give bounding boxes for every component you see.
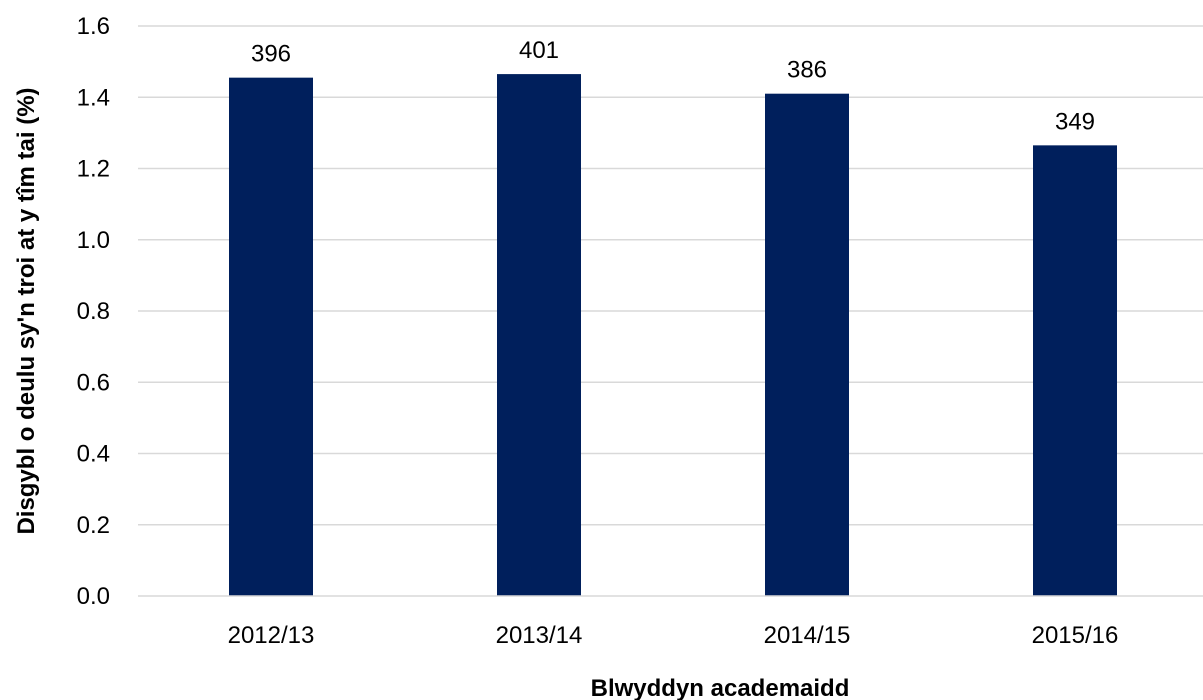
x-tick-label: 2015/16 — [1032, 622, 1119, 649]
y-tick-label: 1.6 — [77, 13, 110, 40]
y-axis-title: Disgybl o deulu sy'n troi at y tîm tai (… — [13, 87, 40, 534]
bars — [229, 74, 1117, 596]
bar-2014-15 — [765, 93, 849, 596]
y-tick-label: 1.0 — [77, 227, 110, 254]
gridlines — [138, 25, 1203, 526]
y-tick-label: 0.8 — [77, 298, 110, 325]
bar-2015-16 — [1033, 145, 1117, 596]
y-axis-ticks: 0.0 0.2 0.4 0.6 0.8 1.0 1.2 1.4 1.6 — [77, 13, 110, 610]
data-label: 349 — [1055, 108, 1095, 135]
y-tick-label: 0.4 — [77, 441, 110, 468]
data-label: 386 — [787, 57, 827, 84]
data-label: 396 — [251, 41, 291, 68]
y-tick-label: 0.6 — [77, 369, 110, 396]
data-labels: 396 401 386 349 — [251, 37, 1095, 135]
bar-2012-13 — [229, 77, 313, 596]
y-tick-label: 0.0 — [77, 583, 110, 610]
y-tick-label: 0.2 — [77, 512, 110, 539]
x-axis-title: Blwyddyn academaidd — [591, 675, 850, 700]
y-tick-label: 1.2 — [77, 156, 110, 183]
x-tick-label: 2013/14 — [496, 622, 583, 649]
data-label: 401 — [519, 37, 559, 64]
y-tick-label: 1.4 — [77, 84, 110, 111]
x-axis-ticks: 2012/13 2013/14 2014/15 2015/16 — [228, 622, 1119, 649]
bar-2013-14 — [497, 74, 581, 596]
x-tick-label: 2014/15 — [764, 622, 851, 649]
x-tick-label: 2012/13 — [228, 622, 315, 649]
